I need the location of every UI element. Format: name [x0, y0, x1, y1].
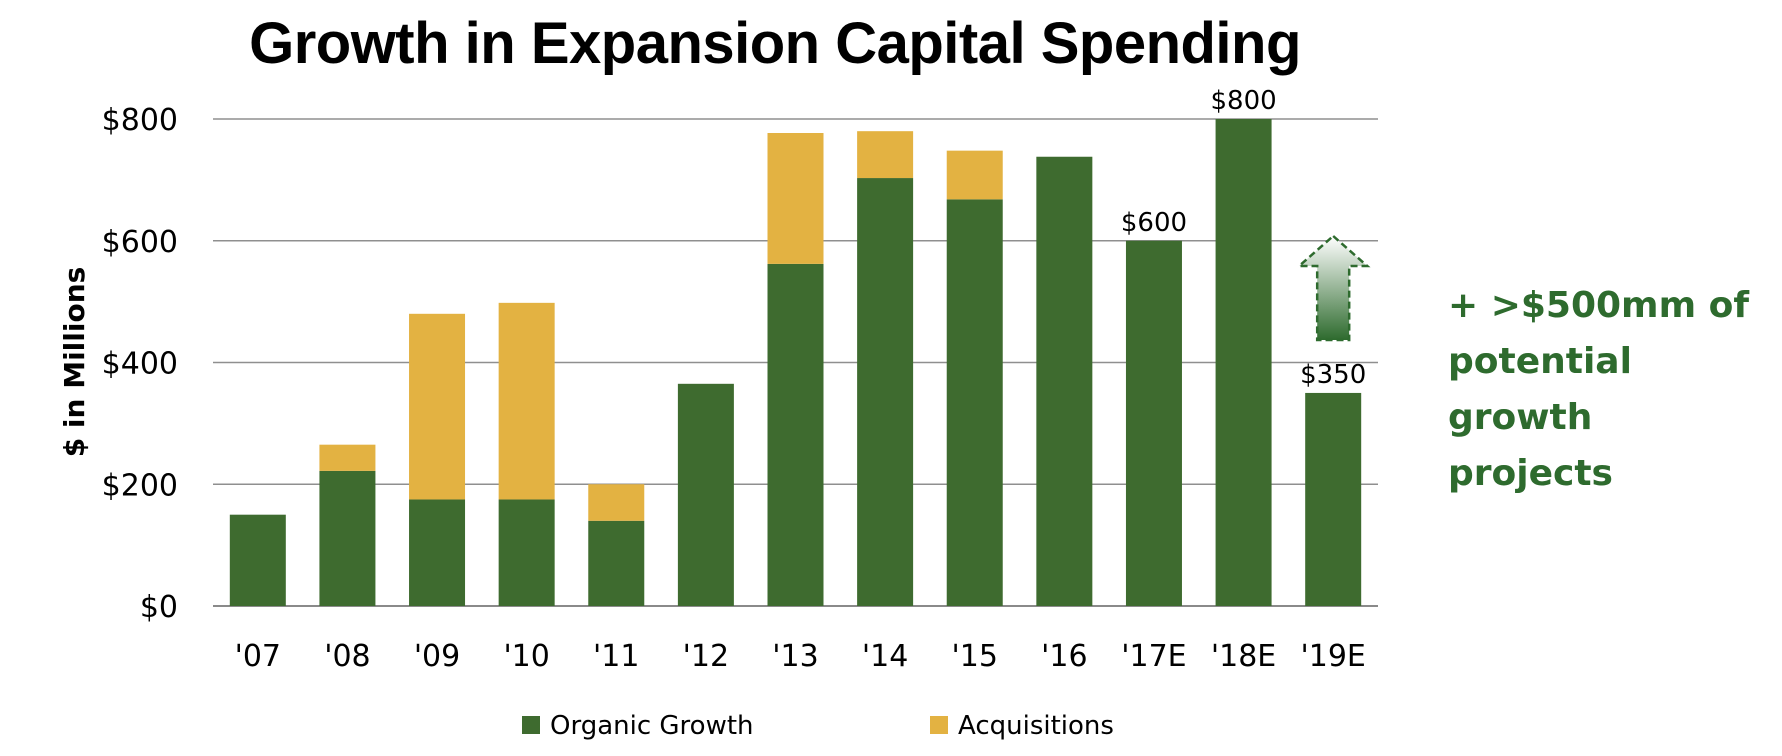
x-tick-label: '14 [862, 639, 908, 674]
data-label: $800 [1210, 86, 1276, 116]
bar-organic-growth [319, 470, 376, 606]
up-arrow-icon [1295, 234, 1371, 342]
bar-organic-growth [946, 199, 1003, 607]
y-tick-label: $600 [102, 225, 178, 260]
legend-swatch [930, 716, 948, 734]
bar-acquisitions [319, 444, 376, 471]
bar-acquisitions [767, 133, 824, 264]
bar-acquisitions [498, 302, 555, 500]
bar-acquisitions [588, 484, 645, 521]
x-axis: '07 '08 '09 '10 '11 '12 '13 '14 '15 '16 '17E '18E '1… [235, 639, 1366, 674]
y-tick-label: $400 [102, 347, 178, 382]
x-tick-label: '07 [235, 639, 281, 674]
data-labels: $600 $800 $350 [1121, 86, 1366, 390]
bar-organic-growth [857, 178, 914, 606]
x-tick-label: '18E [1211, 639, 1276, 674]
legend-label: Organic Growth [550, 711, 754, 741]
legend-swatch [522, 716, 540, 734]
chart-title: Growth in Expansion Capital Spending [249, 11, 1301, 76]
growth-annotation: + >$500mm of potential growth projects [1448, 278, 1778, 502]
bar-organic-growth [1036, 156, 1093, 606]
bar-acquisitions [857, 131, 914, 179]
x-tick-label: '19E [1300, 639, 1365, 674]
bars [229, 119, 1362, 607]
bar-organic-growth [588, 520, 645, 606]
bar-organic-growth [677, 383, 734, 606]
annotation-line: potential growth [1448, 341, 1632, 438]
y-axis: $0 $200 $400 $600 $800 [102, 103, 178, 625]
y-tick-label: $200 [102, 468, 178, 503]
bar-organic-growth [498, 499, 555, 606]
x-tick-label: '10 [503, 639, 549, 674]
x-tick-label: '13 [772, 639, 818, 674]
bar-acquisitions [409, 313, 466, 500]
bar-organic-growth [229, 514, 286, 606]
bar-organic-growth [767, 263, 824, 606]
y-tick-label: $800 [102, 103, 178, 138]
legend: Organic Growth Acquisitions [522, 711, 1114, 741]
x-tick-label: '12 [683, 639, 729, 674]
x-tick-label: '15 [952, 639, 998, 674]
legend-label: Acquisitions [958, 711, 1114, 741]
annotation-line: + >$500mm of [1448, 285, 1750, 326]
bar-organic-growth [409, 499, 466, 606]
x-tick-label: '09 [414, 639, 460, 674]
x-tick-label: '17E [1121, 639, 1186, 674]
y-tick-label: $0 [140, 590, 178, 625]
x-tick-label: '11 [593, 639, 639, 674]
x-tick-label: '16 [1041, 639, 1087, 674]
bar-organic-growth [1305, 392, 1362, 606]
data-label: $350 [1300, 360, 1366, 390]
x-tick-label: '08 [324, 639, 370, 674]
bar-acquisitions [946, 150, 1003, 200]
annotation-line: projects [1448, 453, 1613, 494]
bar-organic-growth [1215, 119, 1272, 606]
growth-arrow [1295, 234, 1371, 342]
data-label: $600 [1121, 208, 1187, 238]
y-axis-label: $ in Millions [58, 267, 91, 458]
bar-organic-growth [1125, 240, 1182, 606]
